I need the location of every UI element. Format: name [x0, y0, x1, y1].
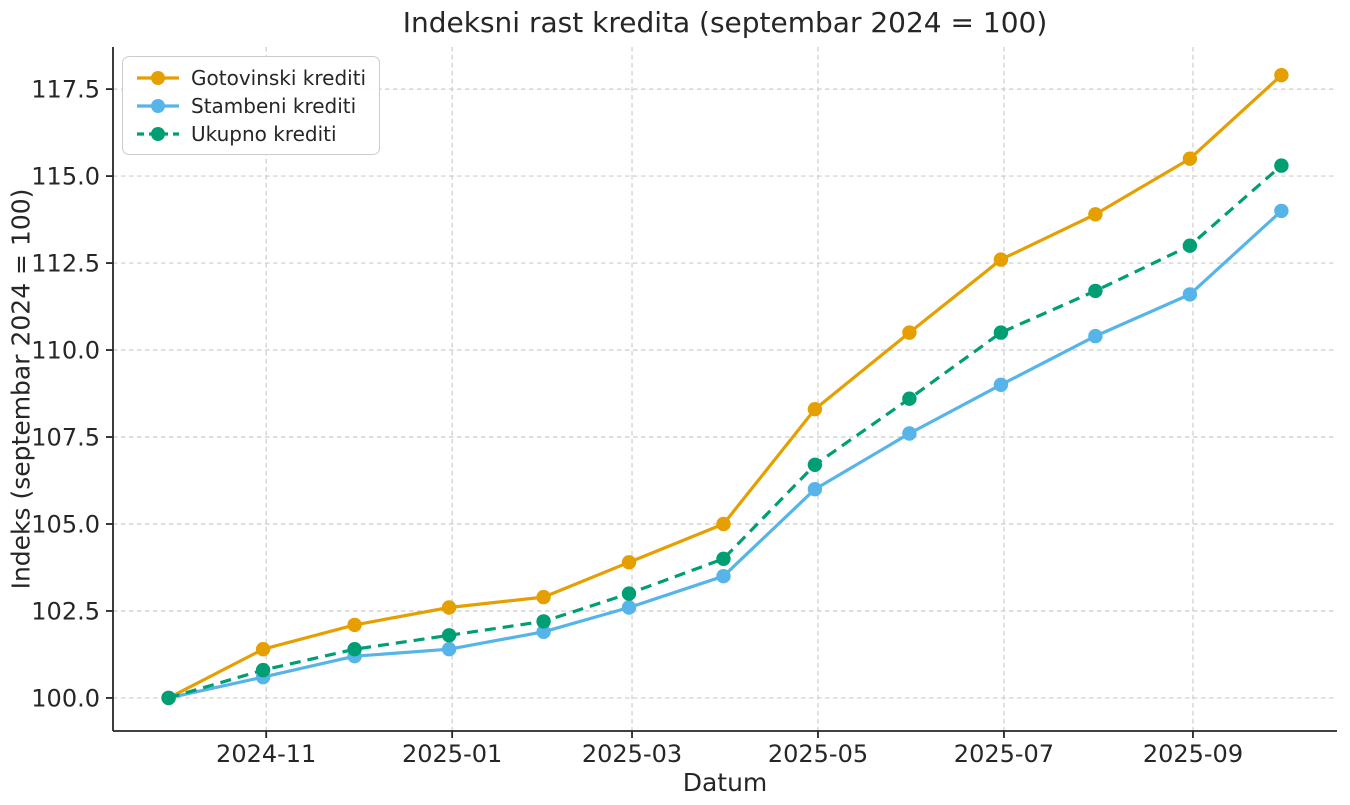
series-marker-gotovinski-krediti	[807, 402, 823, 417]
series-marker-gotovinski-krediti	[716, 516, 731, 532]
y-tick-label: 105.0	[31, 510, 100, 538]
series-marker-ukupno-krediti	[536, 614, 551, 629]
series-marker-gotovinski-krediti	[1274, 68, 1289, 83]
series-marker-stambeni-krediti	[902, 426, 917, 441]
series-marker-stambeni-krediti	[1182, 287, 1198, 302]
series-marker-gotovinski-krediti	[621, 555, 637, 570]
series-marker-stambeni-krediti	[621, 600, 637, 615]
series-marker-ukupno-krediti	[255, 662, 271, 678]
series-marker-stambeni-krediti	[1274, 203, 1289, 219]
series-marker-ukupno-krediti	[902, 391, 917, 406]
series-line-stambeni-krediti	[167, 209, 1283, 700]
legend-item-label: Gotovinski krediti	[191, 65, 367, 90]
x-tick-label: 2025-09	[1143, 740, 1243, 768]
y-tick-label: 115.0	[31, 163, 100, 191]
line-marker-swatch-icon	[137, 126, 179, 141]
legend-item-label: Stambeni krediti	[191, 93, 357, 118]
y-tick-label: 110.0	[31, 337, 100, 365]
series-marker-stambeni-krediti	[1088, 328, 1103, 344]
series-line-gotovinski-krediti	[167, 73, 1283, 700]
series-marker-gotovinski-krediti	[255, 642, 271, 657]
series-marker-gotovinski-krediti	[993, 252, 1009, 267]
legend-item-ukupno-krediti: Ukupno krediti	[135, 121, 366, 146]
chart-title: Indeksni rast kredita (septembar 2024 = …	[402, 6, 1048, 39]
y-tick-label: 117.5	[31, 76, 100, 104]
series-marker-ukupno-krediti	[161, 690, 176, 706]
legend-item-gotovinski-krediti: Gotovinski krediti	[135, 65, 366, 90]
series-marker-ukupno-krediti	[1274, 158, 1289, 173]
series-marker-gotovinski-krediti	[1182, 151, 1198, 166]
y-tick-label: 102.5	[31, 597, 100, 625]
series-marker-stambeni-krediti	[716, 569, 731, 584]
series-marker-stambeni-krediti	[536, 624, 551, 639]
series-marker-ukupno-krediti	[1088, 283, 1103, 299]
series-marker-ukupno-krediti	[441, 628, 457, 643]
series-marker-gotovinski-krediti	[536, 589, 551, 605]
x-tick-label: 2024-11	[216, 740, 316, 768]
series-marker-ukupno-krediti	[347, 642, 362, 657]
series-marker-gotovinski-krediti	[441, 600, 457, 615]
x-tick-label: 2025-03	[582, 740, 682, 768]
y-tick-label: 112.5	[31, 250, 100, 278]
legend-item-stambeni-krediti: Stambeni krediti	[135, 93, 366, 118]
series-marker-ukupno-krediti	[716, 551, 731, 566]
legend-item-label: Ukupno krediti	[191, 121, 337, 146]
series-marker-gotovinski-krediti	[347, 617, 362, 633]
series-marker-ukupno-krediti	[807, 457, 823, 472]
x-tick-label: 2025-01	[402, 740, 502, 768]
series-marker-gotovinski-krediti	[902, 325, 917, 340]
y-tick-label: 100.0	[31, 684, 100, 712]
legend: Gotovinski krediti Stambeni krediti Ukup…	[122, 56, 381, 155]
series-marker-ukupno-krediti	[621, 586, 637, 601]
x-axis-label: Datum	[682, 768, 768, 797]
line-marker-swatch-icon	[137, 70, 179, 85]
y-tick-label: 107.5	[31, 424, 100, 452]
series-line-ukupno-krediti	[168, 164, 1283, 700]
series-marker-ukupno-krediti	[993, 325, 1009, 340]
series-marker-stambeni-krediti	[993, 377, 1009, 392]
x-tick-label: 2025-07	[954, 740, 1054, 768]
series-marker-stambeni-krediti	[807, 482, 823, 497]
series-marker-stambeni-krediti	[441, 642, 457, 657]
x-tick-label: 2025-05	[768, 740, 868, 768]
series-marker-ukupno-krediti	[1182, 238, 1198, 253]
line-marker-swatch-icon	[137, 98, 179, 113]
series-marker-gotovinski-krediti	[1088, 207, 1103, 222]
